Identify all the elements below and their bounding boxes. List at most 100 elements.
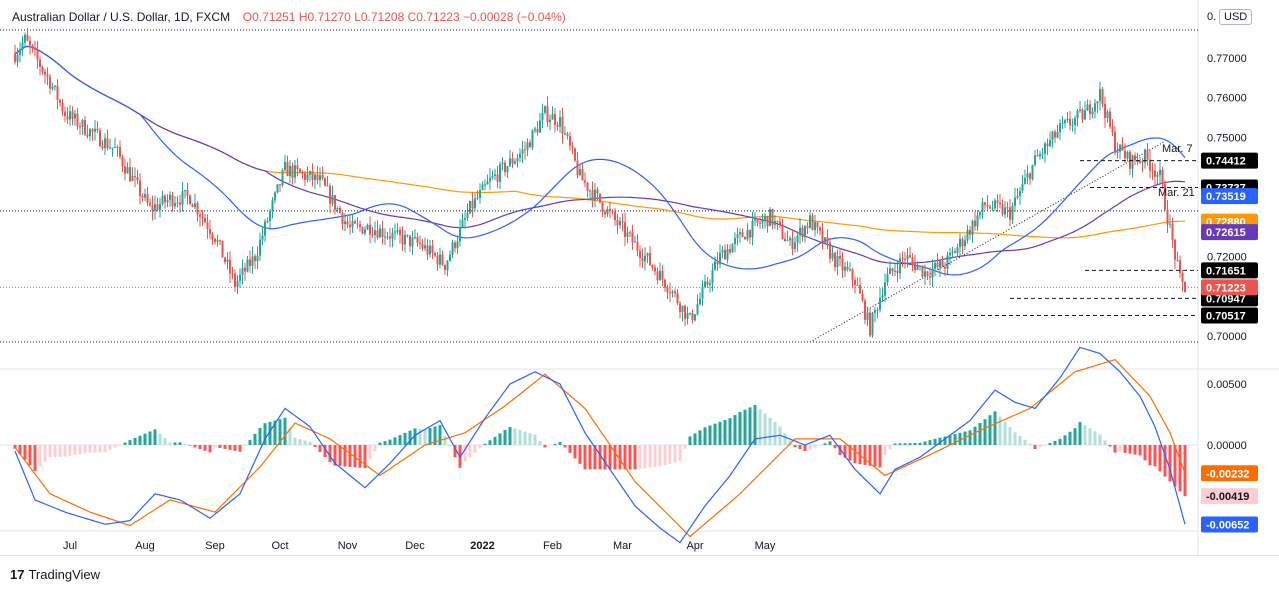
candle-body bbox=[229, 259, 231, 274]
macd-hist-bar bbox=[1038, 445, 1042, 448]
candle-body bbox=[1166, 209, 1169, 225]
candle-body bbox=[709, 283, 711, 285]
candle-body bbox=[121, 156, 124, 167]
macd-hist-bar bbox=[268, 421, 272, 445]
macd-hist-bar bbox=[133, 437, 137, 445]
candle-body bbox=[1126, 151, 1129, 159]
candle-body bbox=[1121, 144, 1124, 151]
candle-body bbox=[874, 309, 876, 313]
candle-body bbox=[589, 190, 591, 192]
candle-body bbox=[964, 240, 966, 247]
candle-body bbox=[226, 259, 229, 262]
macd-hist-bar bbox=[908, 443, 912, 445]
candle-body bbox=[241, 267, 244, 275]
candle-body bbox=[1161, 169, 1164, 185]
time-axis-label: 2022 bbox=[470, 540, 494, 552]
candle-body bbox=[234, 273, 236, 287]
candle-body bbox=[999, 202, 1001, 205]
candle-body bbox=[594, 189, 596, 201]
candle-body bbox=[881, 295, 884, 298]
candle-body bbox=[14, 53, 16, 62]
candle-body bbox=[716, 261, 719, 265]
candle-body bbox=[336, 207, 339, 210]
candle-body bbox=[1176, 259, 1179, 261]
candle-body bbox=[851, 269, 854, 280]
candle-body bbox=[446, 260, 449, 270]
candle-body bbox=[209, 229, 211, 235]
macd-hist-bar bbox=[1008, 427, 1012, 445]
candle-body bbox=[806, 226, 809, 228]
candle-body bbox=[366, 224, 369, 230]
candle-body bbox=[139, 180, 141, 196]
candle-body bbox=[409, 235, 411, 247]
candle-body bbox=[929, 276, 931, 278]
candle-body bbox=[1001, 204, 1004, 215]
macd-hist-bar bbox=[698, 430, 702, 445]
candle-body bbox=[431, 245, 434, 253]
candle-body bbox=[586, 182, 589, 192]
macd-hist-bar bbox=[713, 423, 717, 445]
candle-body bbox=[1096, 101, 1099, 104]
candle-body bbox=[1049, 139, 1051, 146]
macd-value-label: -0.00652 bbox=[1206, 520, 1249, 532]
macd-hist-bar bbox=[188, 445, 192, 446]
candle-body bbox=[224, 257, 226, 262]
tradingview-logo[interactable]: 17 TradingView bbox=[10, 567, 100, 582]
candle-body bbox=[681, 305, 684, 313]
candle-body bbox=[441, 254, 444, 265]
macd-hist-bar bbox=[793, 445, 797, 448]
candle-body bbox=[666, 287, 669, 293]
candle-body bbox=[931, 268, 934, 278]
candle-body bbox=[411, 237, 414, 247]
candle-body bbox=[536, 128, 539, 133]
time-axis-label: Sep bbox=[205, 540, 225, 552]
macd-hist-bar bbox=[1128, 445, 1132, 454]
candle-body bbox=[754, 219, 756, 221]
time-axis-label: Jul bbox=[63, 540, 77, 552]
macd-hist-bar bbox=[233, 445, 237, 451]
candle-body bbox=[1039, 153, 1041, 157]
candle-body bbox=[1131, 155, 1134, 169]
candle-body bbox=[386, 236, 389, 238]
macd-hist-bar bbox=[243, 445, 247, 446]
macd-hist-bar bbox=[493, 436, 497, 445]
macd-hist-bar bbox=[743, 409, 747, 445]
macd-hist-bar bbox=[383, 441, 387, 445]
currency-selector[interactable]: USD bbox=[1219, 9, 1253, 25]
candle-body bbox=[239, 274, 241, 281]
candle-body bbox=[689, 313, 691, 315]
candle-body bbox=[859, 285, 861, 294]
candle-body bbox=[36, 49, 39, 60]
candle-body bbox=[619, 221, 621, 226]
candle-body bbox=[954, 251, 956, 253]
macd-hist-bar bbox=[543, 445, 547, 448]
macd-hist-bar bbox=[943, 436, 947, 445]
candle-body bbox=[414, 237, 416, 239]
candle-body bbox=[966, 229, 969, 241]
candle-body bbox=[714, 261, 716, 271]
candle-body bbox=[51, 86, 54, 89]
macd-hist-bar bbox=[58, 445, 62, 457]
candle-body bbox=[151, 205, 154, 211]
candle-body bbox=[776, 220, 779, 222]
price-chart[interactable]: Mar. 7 Mar. 21 0.77000 0.76000 0.75000 0.7200… bbox=[0, 0, 1279, 555]
candle-body bbox=[751, 220, 754, 238]
macd-hist-bar bbox=[273, 420, 277, 445]
macd-hist-bar bbox=[838, 445, 842, 456]
macd-hist-bar bbox=[923, 441, 927, 445]
candle-body bbox=[424, 245, 426, 249]
macd-hist-bar bbox=[178, 442, 182, 445]
candle-body bbox=[559, 117, 561, 127]
macd-hist-bar bbox=[628, 445, 632, 470]
candle-body bbox=[1036, 155, 1039, 157]
candle-body bbox=[624, 222, 626, 237]
candle-body bbox=[1149, 159, 1151, 171]
macd-signal-line bbox=[14, 358, 1186, 538]
candle-body bbox=[904, 258, 906, 260]
macd-hist-bar bbox=[313, 445, 317, 447]
candle-body bbox=[1066, 118, 1069, 121]
candle-body bbox=[941, 260, 944, 267]
candle-body bbox=[1101, 88, 1104, 104]
candle-body bbox=[876, 309, 879, 311]
candle-body bbox=[419, 242, 421, 245]
